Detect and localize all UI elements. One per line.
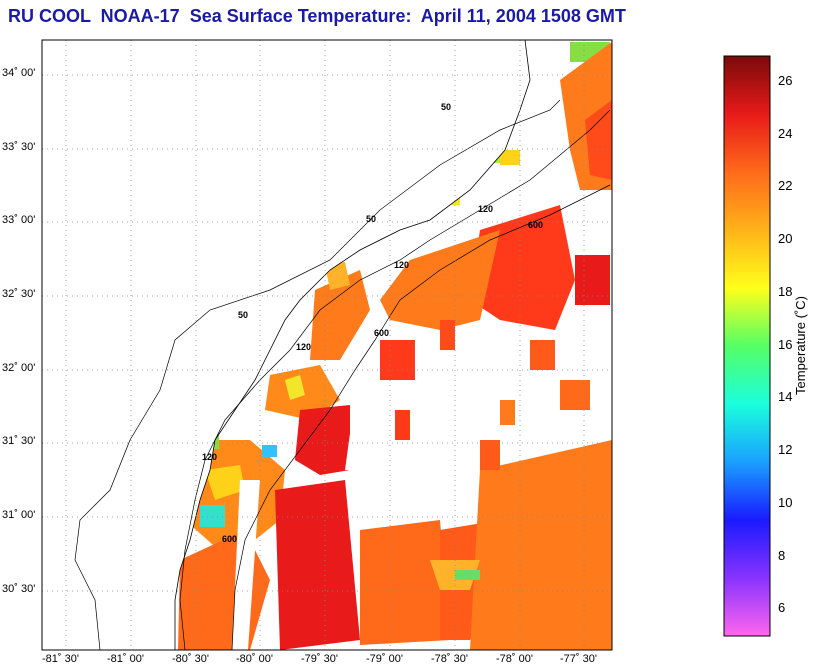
lon-label-5: -79˚ 00'	[366, 653, 403, 665]
lat-label-6: 31˚ 00'	[2, 509, 36, 521]
colorbar-tick-6: 6	[778, 600, 786, 615]
contour-label-120b: 120	[394, 260, 409, 270]
colorbar-tick-26: 26	[778, 73, 793, 88]
contour-label-50b: 50	[366, 214, 376, 224]
lon-label-7: -78˚ 00'	[496, 653, 533, 665]
map-frame	[41, 39, 613, 651]
lon-label-8: -77˚ 30'	[560, 653, 597, 665]
lat-label-5: 31˚ 30'	[2, 435, 36, 447]
colorbar-tick-24: 24	[778, 126, 793, 141]
colorbar-label: Temperature (˚C)	[792, 296, 808, 395]
contour-label-600a: 600	[528, 220, 543, 230]
lon-label-4: -79˚ 30'	[301, 653, 338, 665]
colorbar-tick-12: 12	[778, 442, 793, 457]
colorbar-tick-22: 22	[778, 178, 793, 193]
lon-label-6: -78˚ 30'	[431, 653, 468, 665]
colorbar-tick-16: 16	[778, 337, 793, 352]
colorbar-tick-18: 18	[778, 284, 793, 299]
contour-label-120d: 120	[202, 452, 217, 462]
contour-label-120c: 120	[296, 342, 311, 352]
map-grid	[42, 40, 612, 650]
contour-label-50c: 50	[238, 310, 248, 320]
contour-600	[231, 184, 611, 651]
colorbar-tick-10: 10	[778, 495, 793, 510]
contour-label-600c: 600	[222, 534, 237, 544]
map-title: RU COOL NOAA-17 Sea Surface Temperature:…	[8, 6, 626, 26]
contour-50	[74, 99, 561, 651]
colorbar-tick-20: 20	[778, 231, 793, 246]
lon-label-3: -80˚ 00'	[236, 653, 273, 665]
lat-label-1: 33˚ 30'	[2, 141, 36, 153]
contour-label-50a: 50	[441, 102, 451, 112]
contour-label-120a: 120	[478, 204, 493, 214]
coastline	[41, 39, 531, 651]
colorbar	[723, 55, 771, 637]
lat-label-4: 32˚ 00'	[2, 362, 36, 374]
lon-label-1: -81˚ 00'	[107, 653, 144, 665]
colorbar-tick-8: 8	[778, 548, 786, 563]
lat-label-3: 32˚ 30'	[2, 288, 36, 300]
lat-label-2: 33˚ 00'	[2, 214, 36, 226]
lat-label-0: 34˚ 00'	[2, 67, 36, 79]
lat-label-7: 30˚ 30'	[2, 583, 36, 595]
contour-label-600b: 600	[374, 328, 389, 338]
colorbar-tick-14: 14	[778, 389, 793, 404]
lon-label-0: -81˚ 30'	[42, 653, 79, 665]
contour-120	[179, 109, 611, 651]
lon-label-2: -80˚ 30'	[172, 653, 209, 665]
